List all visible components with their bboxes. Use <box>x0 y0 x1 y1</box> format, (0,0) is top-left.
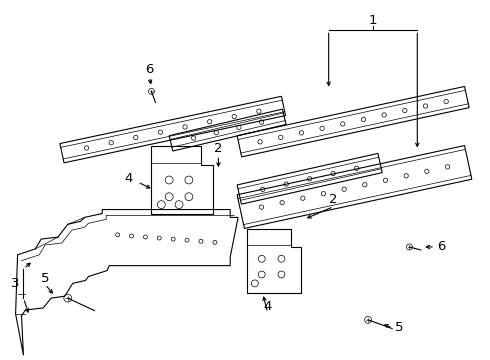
Text: 5: 5 <box>394 321 403 334</box>
Text: 1: 1 <box>369 14 377 27</box>
Text: 2: 2 <box>214 142 222 155</box>
Text: 4: 4 <box>124 171 133 185</box>
Text: 3: 3 <box>11 277 20 290</box>
Text: 4: 4 <box>264 300 272 312</box>
Text: 2: 2 <box>329 193 338 206</box>
Text: 6: 6 <box>146 63 154 76</box>
Text: 5: 5 <box>41 272 49 285</box>
Text: 6: 6 <box>437 240 445 253</box>
